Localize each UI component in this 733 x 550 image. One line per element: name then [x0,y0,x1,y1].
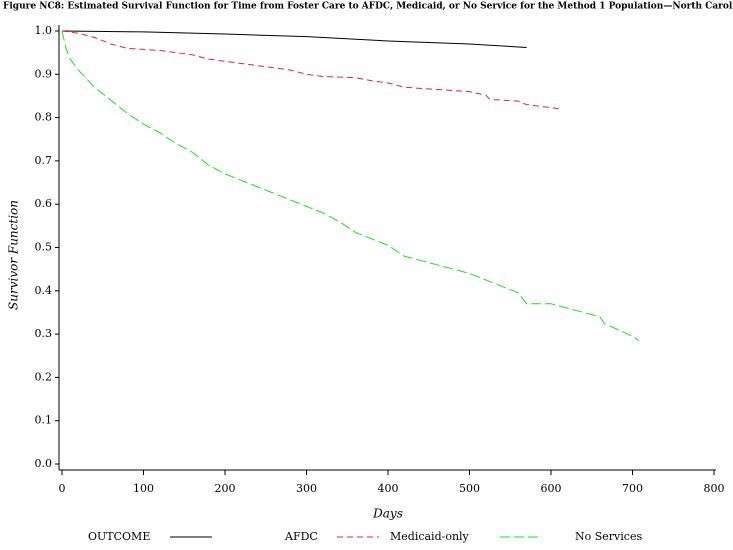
survival-line [61,30,640,342]
y-tick-label: 0.5 [35,241,53,254]
x-tick-label: 300 [296,482,317,495]
x-tick-label: 600 [541,482,562,495]
x-tick-label: 200 [215,482,236,495]
y-tick-label: 0.1 [35,414,53,427]
x-tick-label: 100 [133,482,154,495]
x-tick-label: 500 [459,482,480,495]
y-axis-label: Survivor Function [7,200,21,310]
y-tick-label: 0.8 [35,111,53,124]
y-tick-label: 0.3 [35,327,53,340]
legend-label: No Services [575,530,642,543]
x-tick-label: 800 [704,482,725,495]
y-tick-label: 0.6 [35,197,53,210]
y-tick-label: 0.2 [35,370,53,383]
x-tick-label: 400 [378,482,399,495]
y-tick-label: 0.7 [35,154,53,167]
y-tick-label: 1.0 [35,24,53,37]
legend-label: AFDC [284,530,318,543]
x-tick-label: 0 [59,482,66,495]
x-axis-label: Days [372,507,403,521]
legend-title: OUTCOME [88,530,150,543]
x-tick-label: 700 [622,482,643,495]
chart-title: Figure NC8: Estimated Survival Function … [3,2,733,12]
y-tick-label: 0.9 [35,67,53,80]
survival-line [61,30,527,48]
y-tick-label: 0.0 [35,457,53,470]
legend-label: Medicaid-only [390,530,470,543]
survival-line [61,30,562,110]
y-tick-label: 0.4 [35,284,53,297]
